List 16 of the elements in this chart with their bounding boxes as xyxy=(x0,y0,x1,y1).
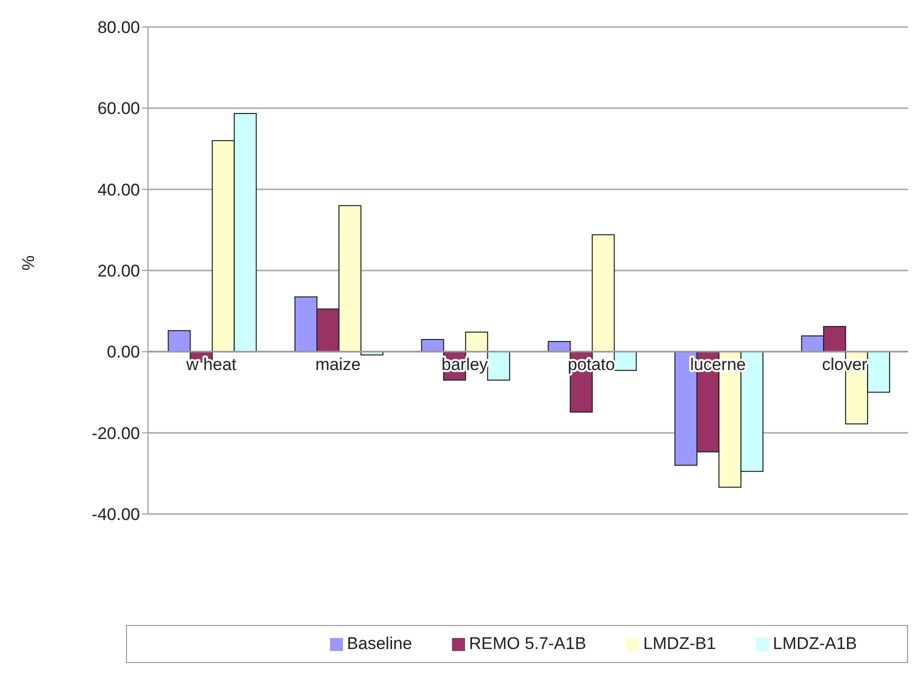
y-tick-label: 60.00 xyxy=(97,99,140,118)
y-tick-label: 80.00 xyxy=(97,18,140,38)
y-tick-label: -20.00 xyxy=(92,424,140,443)
y-tick-label: 40.00 xyxy=(97,180,140,200)
y-tick-label: 20.00 xyxy=(97,262,140,281)
legend-label: LMDZ-A1B xyxy=(772,634,857,653)
y-tick-label: -40.00 xyxy=(92,505,140,524)
x-tick-label: barley xyxy=(442,355,488,374)
x-tick-label: potato xyxy=(568,355,615,374)
legend-label: Baseline xyxy=(346,634,412,653)
y-tick-label: 0.00 xyxy=(106,342,140,362)
x-tick-label: maize xyxy=(315,355,361,374)
x-tick-label: lucerne xyxy=(690,355,746,374)
legend-label: LMDZ-B1 xyxy=(643,634,716,653)
legend-label: REMO 5.7-A1B xyxy=(469,634,586,653)
y-axis-title: % xyxy=(19,255,38,270)
